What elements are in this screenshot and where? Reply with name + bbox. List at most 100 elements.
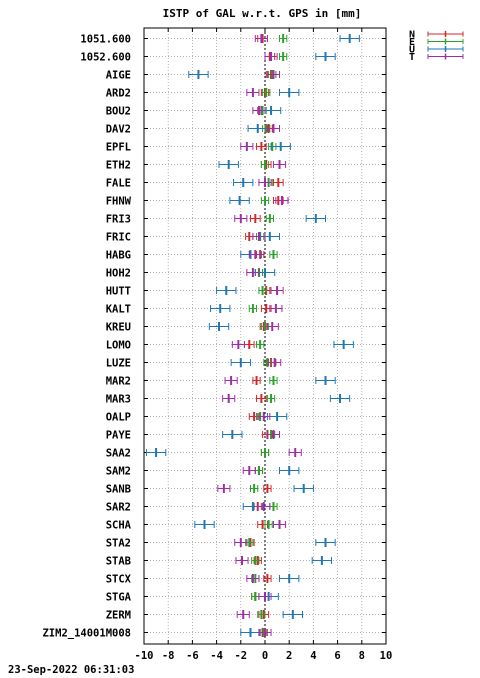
point-u bbox=[311, 556, 333, 565]
point-e bbox=[257, 610, 266, 619]
site-label: AIGE bbox=[106, 70, 131, 82]
point-e bbox=[249, 484, 259, 493]
point-t bbox=[265, 322, 279, 331]
site-label: 1052.600 bbox=[80, 52, 131, 64]
data-marks bbox=[145, 34, 360, 637]
site-label: LUZE bbox=[106, 358, 131, 370]
x-tick-label: -4 bbox=[210, 650, 223, 662]
x-tick-label: -6 bbox=[186, 650, 199, 662]
site-label: ETH2 bbox=[106, 160, 131, 172]
point-u bbox=[210, 304, 231, 313]
point-e bbox=[251, 592, 260, 601]
point-e bbox=[269, 502, 278, 511]
point-n bbox=[243, 340, 255, 349]
point-u bbox=[339, 34, 360, 43]
point-e bbox=[262, 88, 271, 97]
site-labels: 1051.600 1052.600 AIGE ARD2 BOU2 DAV2 EPFL ETH2… bbox=[42, 34, 131, 640]
point-e bbox=[279, 52, 288, 61]
point-t bbox=[234, 538, 248, 547]
x-tick-label: 8 bbox=[359, 650, 365, 662]
point-t bbox=[240, 142, 254, 151]
legend-label-n: N bbox=[409, 30, 415, 41]
legend-label-u: U bbox=[409, 45, 415, 56]
site-label: BOU2 bbox=[106, 106, 131, 118]
point-t bbox=[254, 34, 268, 43]
point-e bbox=[256, 340, 265, 349]
site-label: 1051.600 bbox=[80, 34, 131, 46]
point-u bbox=[279, 574, 300, 583]
point-t bbox=[231, 340, 245, 349]
x-tick-label: -10 bbox=[135, 650, 154, 662]
point-t bbox=[264, 52, 278, 61]
point-t bbox=[235, 556, 249, 565]
point-t bbox=[266, 430, 281, 439]
site-label: SCHA bbox=[106, 520, 132, 532]
point-t bbox=[268, 358, 282, 367]
x-tick-label: 0 bbox=[262, 650, 268, 662]
point-e bbox=[254, 466, 264, 475]
x-axis-ticks: -10 -8 -6 -4 -2 0 2 4 6 8 10 bbox=[135, 28, 393, 662]
point-t bbox=[248, 250, 262, 259]
x-tick-label: 6 bbox=[334, 650, 340, 662]
point-n bbox=[249, 214, 261, 223]
site-label: SANB bbox=[106, 484, 131, 496]
site-label: EPFL bbox=[106, 142, 131, 154]
point-u bbox=[270, 142, 291, 151]
timestamp-footer: 23-Sep-2022 06:31:03 bbox=[8, 664, 134, 676]
point-u bbox=[194, 520, 215, 529]
site-label: STGA bbox=[106, 592, 132, 604]
point-u bbox=[216, 286, 237, 295]
x-tick-label: 10 bbox=[380, 650, 393, 662]
point-n bbox=[263, 574, 272, 583]
point-t bbox=[224, 376, 238, 385]
site-label: MAR2 bbox=[106, 376, 131, 388]
point-u bbox=[208, 322, 230, 331]
point-t bbox=[217, 484, 231, 493]
site-label: HABG bbox=[106, 250, 131, 262]
point-t bbox=[246, 88, 260, 97]
site-label: FHNW bbox=[106, 196, 132, 208]
point-t bbox=[258, 178, 272, 187]
site-label: OALP bbox=[106, 412, 131, 424]
point-e bbox=[260, 160, 270, 169]
point-t bbox=[266, 124, 281, 133]
site-label: KREU bbox=[106, 322, 131, 334]
point-u bbox=[188, 70, 209, 79]
point-e bbox=[279, 34, 288, 43]
point-t bbox=[266, 70, 281, 79]
point-t bbox=[270, 286, 284, 295]
site-label: STCX bbox=[106, 574, 132, 586]
site-label: STAB bbox=[106, 556, 131, 568]
point-e bbox=[269, 250, 278, 259]
point-e bbox=[260, 322, 270, 331]
point-u bbox=[229, 196, 250, 205]
site-label: KALT bbox=[106, 304, 131, 316]
point-t bbox=[257, 412, 271, 421]
point-n bbox=[272, 178, 284, 187]
point-u bbox=[282, 610, 304, 619]
legend-label-t: T bbox=[409, 52, 415, 63]
point-u bbox=[305, 214, 326, 223]
point-e bbox=[251, 556, 260, 565]
legend-label-e: E bbox=[409, 37, 415, 48]
site-label: ZIM2_14001M008 bbox=[42, 628, 131, 640]
point-t bbox=[252, 106, 266, 115]
site-label: SAR2 bbox=[106, 502, 131, 514]
point-t bbox=[258, 628, 272, 637]
point-e bbox=[248, 304, 258, 313]
site-label: SAM2 bbox=[106, 466, 131, 478]
x-tick-label: -8 bbox=[162, 650, 175, 662]
point-u bbox=[279, 466, 300, 475]
point-u bbox=[218, 160, 239, 169]
point-e bbox=[266, 394, 276, 403]
point-n bbox=[256, 394, 267, 403]
chart-title: ISTP of GAL w.r.t. GPS in [mm] bbox=[163, 7, 362, 20]
point-u bbox=[315, 538, 336, 547]
point-u bbox=[333, 340, 354, 349]
point-t bbox=[242, 466, 256, 475]
point-t bbox=[246, 268, 260, 277]
point-u bbox=[315, 376, 336, 385]
site-label: ZERM bbox=[106, 610, 131, 622]
